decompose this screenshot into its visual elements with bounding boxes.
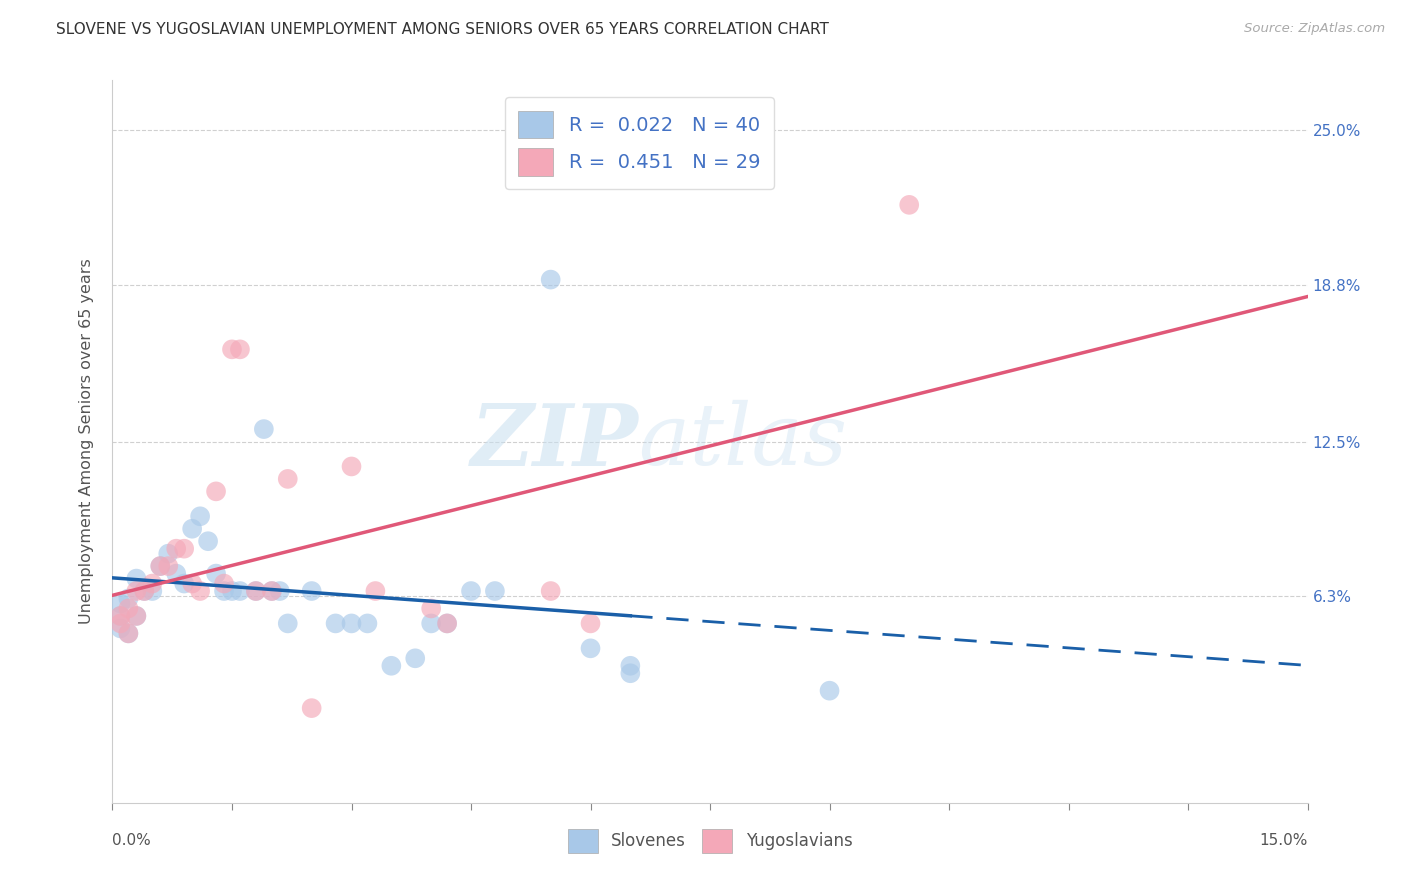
Point — [898, 198, 921, 212]
Point — [380, 658, 402, 673]
Point — [579, 616, 602, 631]
Y-axis label: Unemployment Among Seniors over 65 years: Unemployment Among Seniors over 65 years — [79, 259, 94, 624]
Point — [460, 584, 482, 599]
Point — [245, 584, 267, 599]
Point — [110, 621, 132, 635]
Text: SLOVENE VS YUGOSLAVIAN UNEMPLOYMENT AMONG SENIORS OVER 65 YEARS CORRELATION CHAR: SLOVENE VS YUGOSLAVIAN UNEMPLOYMENT AMON… — [56, 22, 830, 37]
Point — [436, 616, 458, 631]
Point — [117, 601, 139, 615]
Point — [301, 701, 323, 715]
Point — [125, 609, 148, 624]
Point — [340, 616, 363, 631]
Point — [579, 641, 602, 656]
Point — [340, 459, 363, 474]
Point — [277, 472, 299, 486]
Point — [110, 616, 132, 631]
Text: ZIP: ZIP — [471, 400, 638, 483]
Point — [141, 584, 163, 599]
Point — [165, 566, 187, 581]
Point — [134, 584, 156, 599]
Point — [420, 601, 443, 615]
Point — [157, 547, 180, 561]
Point — [484, 584, 506, 599]
Legend: Slovenes, Yugoslavians: Slovenes, Yugoslavians — [561, 822, 859, 860]
Point — [125, 609, 148, 624]
Point — [818, 683, 841, 698]
Point — [260, 584, 283, 599]
Point — [269, 584, 291, 599]
Point — [110, 609, 132, 624]
Point — [181, 522, 204, 536]
Point — [141, 576, 163, 591]
Point — [125, 584, 148, 599]
Point — [253, 422, 276, 436]
Point — [404, 651, 426, 665]
Point — [325, 616, 347, 631]
Point — [301, 584, 323, 599]
Point — [125, 572, 148, 586]
Point — [420, 616, 443, 631]
Text: 15.0%: 15.0% — [1260, 833, 1308, 847]
Point — [157, 559, 180, 574]
Point — [205, 484, 228, 499]
Point — [181, 576, 204, 591]
Point — [117, 591, 139, 606]
Point — [212, 576, 235, 591]
Point — [134, 584, 156, 599]
Point — [117, 626, 139, 640]
Point — [436, 616, 458, 631]
Point — [221, 584, 243, 599]
Point — [173, 576, 195, 591]
Point — [619, 666, 641, 681]
Point — [110, 597, 132, 611]
Point — [229, 584, 252, 599]
Point — [173, 541, 195, 556]
Point — [356, 616, 378, 631]
Point — [364, 584, 387, 599]
Point — [205, 566, 228, 581]
Point — [149, 559, 172, 574]
Point — [188, 584, 211, 599]
Point — [245, 584, 267, 599]
Point — [117, 626, 139, 640]
Point — [149, 559, 172, 574]
Point — [540, 584, 562, 599]
Point — [212, 584, 235, 599]
Point — [221, 343, 243, 357]
Point — [197, 534, 219, 549]
Point — [229, 343, 252, 357]
Point — [277, 616, 299, 631]
Text: Source: ZipAtlas.com: Source: ZipAtlas.com — [1244, 22, 1385, 36]
Point — [260, 584, 283, 599]
Point — [165, 541, 187, 556]
Text: 0.0%: 0.0% — [112, 833, 152, 847]
Point — [540, 272, 562, 286]
Point — [619, 658, 641, 673]
Point — [110, 609, 132, 624]
Text: atlas: atlas — [638, 401, 848, 483]
Point — [188, 509, 211, 524]
